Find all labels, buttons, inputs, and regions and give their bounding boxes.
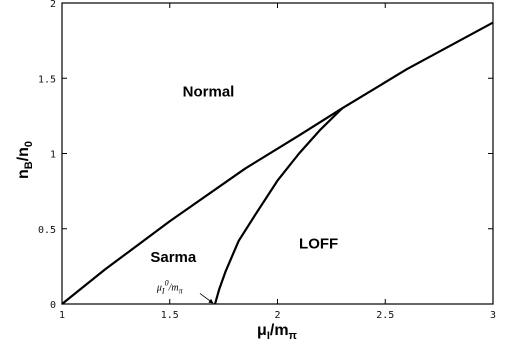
region-label-sarma: Sarma <box>150 249 197 266</box>
y-axis-label: nB/n0 <box>15 141 35 179</box>
x-tick-label: 2 <box>274 310 280 321</box>
x-tick-label: 1.5 <box>161 310 179 321</box>
phase-boundary-line-2 <box>213 107 343 305</box>
plot-frame <box>61 2 494 305</box>
x-tick-label: 2.5 <box>376 310 394 321</box>
y-tick-label: 1.5 <box>38 74 56 85</box>
phase-boundary-line-1 <box>61 21 494 305</box>
region-label-normal: Normal <box>183 83 235 100</box>
x-tick-label: 1 <box>59 310 65 321</box>
annotation-arrow <box>199 293 214 304</box>
y-tick-label: 1 <box>50 150 56 161</box>
x-axis-label: μI/mπ <box>257 322 298 342</box>
critical-point-annotation: μI0/mπ <box>156 278 184 295</box>
y-tick-label: 0 <box>50 300 56 311</box>
y-tick-label: 2 <box>50 0 56 10</box>
y-tick-label: 0.5 <box>38 225 56 236</box>
x-tick-label: 3 <box>490 310 496 321</box>
region-label-loff: LOFF <box>299 235 338 252</box>
